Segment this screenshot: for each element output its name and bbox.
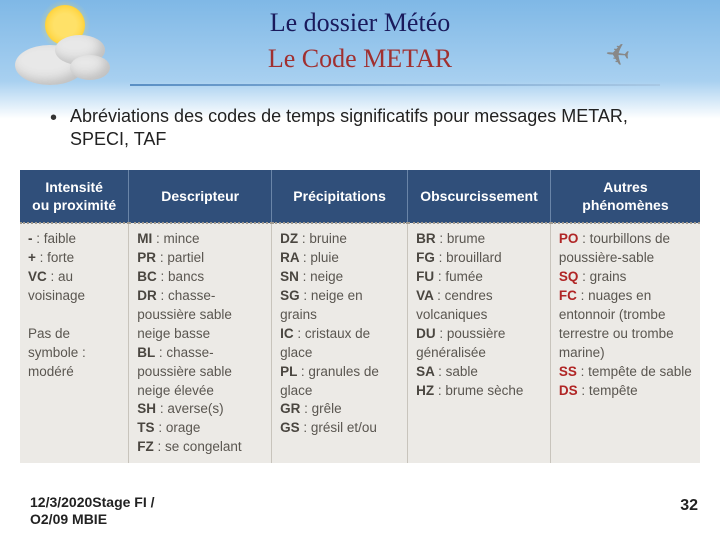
code-entry — [28, 306, 120, 325]
code-entry: DR : chasse-poussière sable neige basse — [137, 287, 263, 344]
code-entry: SH : averse(s) — [137, 400, 263, 419]
column-header: Intensitéou proximité — [20, 170, 129, 223]
code-entry: BR : brume — [416, 230, 542, 249]
divider — [130, 84, 660, 86]
cell-precipitation: DZ : bruineRA : pluieSN : neigeSG : neig… — [272, 223, 408, 463]
page-title: Le dossier Météo — [0, 8, 720, 38]
code-entry: IC : cristaux de glace — [280, 325, 399, 363]
code-entry: DS : tempête — [559, 382, 692, 401]
code-entry: FC : nuages en entonnoir (trombe terrest… — [559, 287, 692, 363]
code-entry: SS : tempête de sable — [559, 363, 692, 382]
table-header-row: Intensitéou proximitéDescripteurPrécipit… — [20, 170, 700, 223]
bullet-text: Abréviations des codes de temps signific… — [50, 105, 680, 152]
bullet-list: Abréviations des codes de temps signific… — [50, 105, 680, 152]
code-entry: BL : chasse-poussière sable neige élevée — [137, 344, 263, 401]
column-header: Obscurcissement — [408, 170, 551, 223]
code-entry: SG : neige en grains — [280, 287, 399, 325]
page-number: 32 — [680, 497, 698, 515]
code-entry: Pas de symbole : modéré — [28, 325, 120, 382]
code-entry: - : faible — [28, 230, 120, 249]
column-header: Descripteur — [129, 170, 272, 223]
column-header: Autresphénomènes — [550, 170, 700, 223]
code-entry: GS : grésil et/ou — [280, 419, 399, 438]
code-entry: SN : neige — [280, 268, 399, 287]
code-entry: GR : grêle — [280, 400, 399, 419]
page-subtitle: Le Code METAR — [0, 44, 720, 74]
cell-other: PO : tourbillons de poussière-sableSQ : … — [550, 223, 700, 463]
code-entry: BC : bancs — [137, 268, 263, 287]
code-entry: MI : mince — [137, 230, 263, 249]
code-entry: PL : granules de glace — [280, 363, 399, 401]
cell-intensity: - : faible+ : forteVC : au voisinage Pas… — [20, 223, 129, 463]
code-entry: TS : orage — [137, 419, 263, 438]
code-entry: HZ : brume sèche — [416, 382, 542, 401]
code-entry: PR : partiel — [137, 249, 263, 268]
code-entry: PO : tourbillons de poussière-sable — [559, 230, 692, 268]
footer-line1: 12/3/2020Stage FI / — [30, 494, 155, 510]
code-entry: SA : sable — [416, 363, 542, 382]
code-entry: VC : au voisinage — [28, 268, 120, 306]
code-entry: VA : cendres volcaniques — [416, 287, 542, 325]
code-entry: RA : pluie — [280, 249, 399, 268]
table-row: - : faible+ : forteVC : au voisinage Pas… — [20, 223, 700, 463]
code-entry: DU : poussière généralisée — [416, 325, 542, 363]
code-entry: FU : fumée — [416, 268, 542, 287]
column-header: Précipitations — [272, 170, 408, 223]
code-entry: + : forte — [28, 249, 120, 268]
cell-descriptor: MI : mincePR : partielBC : bancsDR : cha… — [129, 223, 272, 463]
code-entry: SQ : grains — [559, 268, 692, 287]
cell-obscuration: BR : brumeFG : brouillardFU : fuméeVA : … — [408, 223, 551, 463]
codes-table: Intensitéou proximitéDescripteurPrécipit… — [20, 170, 700, 463]
footer-line2: O2/09 MBIE — [30, 511, 107, 527]
code-entry: DZ : bruine — [280, 230, 399, 249]
code-entry: FG : brouillard — [416, 249, 542, 268]
footer-date: 12/3/2020Stage FI / O2/09 MBIE — [30, 494, 155, 528]
code-entry: FZ : se congelant — [137, 438, 263, 457]
